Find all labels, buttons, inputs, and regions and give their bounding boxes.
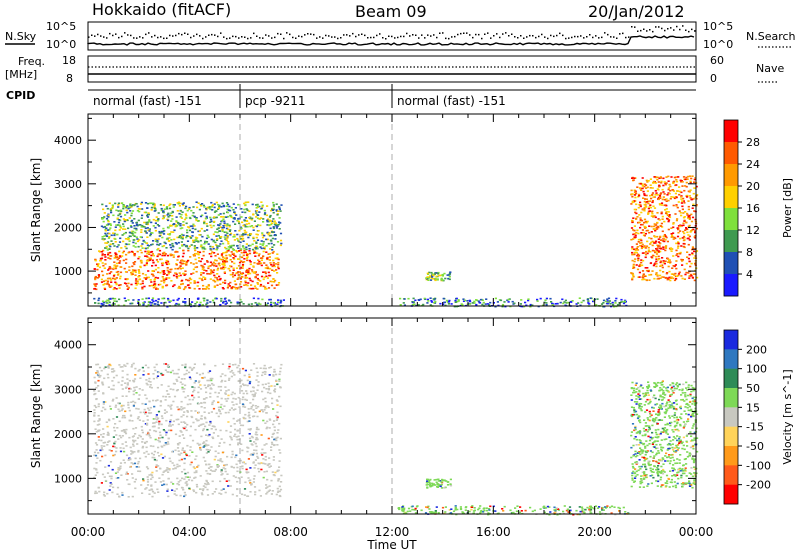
cpid-segment-label: pcp -9211 [245, 94, 306, 108]
x-tick-label: 08:00 [273, 525, 308, 539]
colorbar-swatch [724, 208, 738, 231]
nsky-label: N.Sky [5, 30, 37, 43]
colorbar-swatch [724, 274, 738, 297]
nsky-line [87, 35, 695, 46]
colorbar-swatch [724, 426, 738, 447]
echo-region [630, 175, 699, 282]
colorbar-tick-label: 12 [746, 224, 760, 237]
colorbar-tick-label: 20 [746, 180, 760, 193]
colorbar-label: Power [dB] [781, 178, 794, 238]
colorbar-tick-label: 16 [746, 202, 760, 215]
y-axis-label: Slant Range [km] [29, 158, 43, 262]
x-tick-label: 00:00 [679, 525, 714, 539]
freq-tick-bottom: 8 [66, 72, 73, 85]
cpid-segment-label: normal (fast) -151 [397, 94, 506, 108]
colorbar-swatch [724, 330, 738, 350]
colorbar-swatch [724, 349, 738, 369]
x-tick-label: 00:00 [71, 525, 106, 539]
power-colorbar: 28 24 20 16 12 8 4 Power [dB] [723, 119, 794, 297]
y-tick-label: 4000 [54, 134, 82, 147]
colorbar-swatch [724, 164, 738, 187]
y-tick-label: 1000 [54, 265, 82, 278]
velocity-panel: 1000 2000 3000 4000 Slant Range [km] [29, 317, 699, 516]
nave-label: Nave [756, 62, 784, 75]
freq-strip: Freq. [MHz] 18 8 60 0 Nave [5, 54, 784, 85]
y-tick-label: 3000 [54, 178, 82, 191]
power-panel: 1000 2000 3000 4000 Slant Range [km] [29, 113, 699, 308]
echo-region [630, 380, 699, 489]
beam-label: Beam 09 [355, 2, 427, 21]
echo-region [93, 297, 285, 308]
colorbar-swatch [724, 252, 738, 275]
echo-region [100, 201, 283, 251]
colorbar-swatch [724, 484, 738, 505]
x-tick-label: 20:00 [577, 525, 612, 539]
y-tick-label: 4000 [54, 339, 82, 352]
colorbar-tick-label: -200 [746, 479, 771, 492]
nave-tick-top: 60 [710, 54, 724, 67]
colorbar-swatch [724, 120, 738, 143]
nave-tick-bottom: 0 [710, 72, 717, 85]
echo-pixels [93, 362, 699, 516]
colorbar-tick-label: 50 [746, 382, 760, 395]
colorbar-swatch [724, 142, 738, 165]
echo-region [425, 478, 453, 489]
colorbar-swatch [724, 388, 738, 408]
x-axis-label: Time UT [366, 538, 417, 552]
colorbar-tick-label: 4 [746, 268, 753, 281]
time-axis: 00:00 04:00 08:00 12:00 16:00 20:00 00:00 [71, 525, 714, 539]
x-tick-label: 04:00 [172, 525, 207, 539]
colorbar-label: Velocity [m s^-1] [781, 369, 794, 464]
nsearch-label: N.Search [746, 30, 796, 43]
cpid-row: CPID normal (fast) -151 pcp -9211 normal (… [6, 84, 696, 108]
nsearch-tick-bottom: 10^0 [703, 38, 733, 51]
colorbar-swatch [724, 446, 738, 466]
echo-region [93, 362, 283, 498]
nsearch-tick-top: 10^5 [703, 20, 733, 33]
x-tick-label: 12:00 [375, 525, 410, 539]
y-tick-label: 2000 [54, 221, 82, 234]
cpid-label: CPID [6, 89, 35, 102]
echo-region [93, 249, 281, 291]
colorbar-tick-label: 100 [746, 363, 767, 376]
chart-title: Hokkaido (fitACF) [92, 0, 231, 19]
echo-pixels [93, 175, 699, 308]
freq-tick-top: 18 [62, 54, 76, 67]
colorbar-tick-label: -100 [746, 459, 771, 472]
echo-region [425, 271, 452, 282]
colorbar-tick-label: 24 [746, 158, 760, 171]
colorbar-swatch [724, 368, 738, 389]
colorbar-tick-label: 28 [746, 136, 760, 149]
freq-label: Freq. [18, 55, 45, 68]
colorbar-tick-label: -50 [746, 440, 764, 453]
y-tick-label: 3000 [54, 383, 82, 396]
cpid-segment-label: normal (fast) -151 [93, 94, 202, 108]
y-tick-label: 2000 [54, 428, 82, 441]
colorbar-tick-label: 200 [746, 343, 767, 356]
nsky-tick-top: 10^5 [46, 20, 76, 33]
colorbar-tick-label: 8 [746, 246, 753, 259]
y-tick-label: 1000 [54, 472, 82, 485]
freq-unit: [MHz] [5, 68, 37, 81]
x-tick-label: 16:00 [476, 525, 511, 539]
velocity-colorbar: 200 100 50 15 -15 -50 -100 -200 Velocity [m s^-1… [723, 329, 794, 505]
colorbar-tick-label: -15 [746, 421, 764, 434]
colorbar-swatch [724, 186, 738, 209]
date-label: 20/Jan/2012 [588, 2, 685, 21]
colorbar-swatch [724, 465, 738, 485]
colorbar-tick-label: 15 [746, 401, 760, 414]
nsky-tick-bottom: 10^0 [46, 38, 76, 51]
noise-strip: N.Sky 10^5 10^0 10^5 10^0 N.Search [5, 20, 796, 51]
colorbar-swatch [724, 230, 738, 253]
y-axis-label: Slant Range [km] [29, 364, 43, 468]
colorbar-swatch [724, 407, 738, 427]
